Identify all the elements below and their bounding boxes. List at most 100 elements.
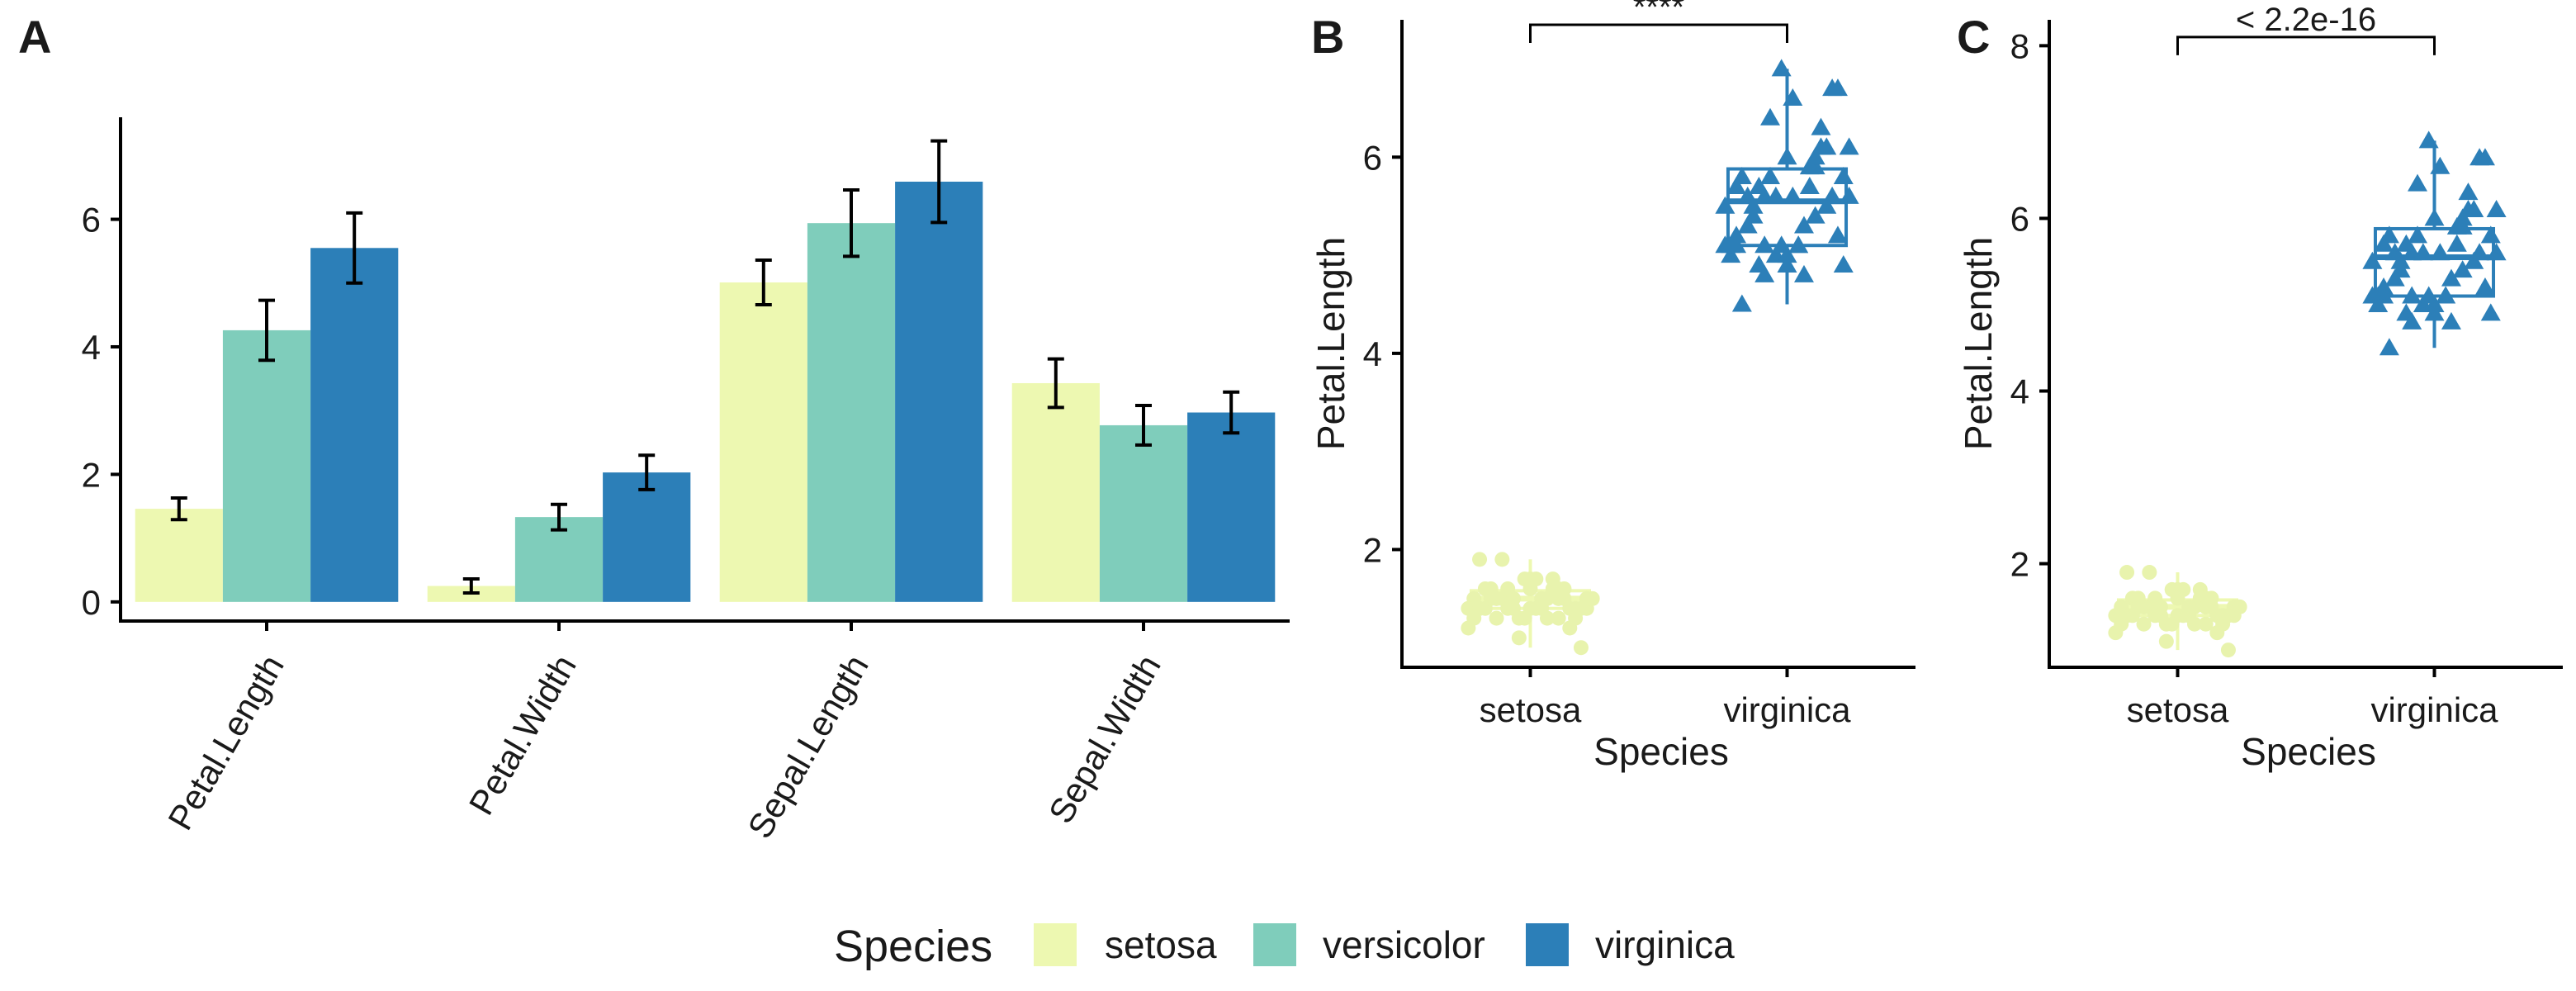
point-virginica: [2441, 268, 2461, 287]
point-virginica: [1833, 254, 1854, 273]
point-virginica: [1731, 294, 1752, 312]
point-virginica: [2474, 277, 2495, 296]
point-virginica: [1811, 117, 1831, 135]
point-virginica: [1749, 176, 1769, 194]
point-virginica: [1760, 107, 1781, 126]
point-virginica: [1805, 206, 1825, 224]
y-tick-label: 0: [82, 583, 101, 622]
point-virginica: [2464, 199, 2484, 217]
point-virginica: [1743, 206, 1764, 224]
error-bar-versicolor-Petal.Length: [258, 298, 275, 363]
x-ticks: setosa virginica: [1480, 667, 1851, 729]
point-virginica: [1783, 88, 1803, 107]
y-tick-label: 4: [82, 328, 101, 367]
y-ticks: 2 4 6: [1363, 138, 1402, 569]
error-bar-versicolor-Sepal.Width: [1135, 404, 1152, 447]
point-virginica: [2379, 338, 2399, 356]
bar-virginica-Petal.Length: [310, 248, 399, 602]
legend-label-setosa: setosa: [1105, 923, 1217, 966]
x-tick-label-Petal.Width: Petal.Width: [462, 648, 584, 821]
point-virginica: [1783, 186, 1803, 204]
point-virginica: [2446, 216, 2467, 235]
point-setosa: [1494, 552, 1510, 567]
point-virginica: [2446, 234, 2467, 252]
y-axis-title: Petal.Length: [1957, 237, 2000, 450]
error-bar-virginica-Petal.Width: [638, 453, 656, 491]
point-setosa: [2158, 633, 2174, 649]
bar-setosa-Sepal.Length: [719, 282, 807, 602]
point-virginica: [2480, 303, 2501, 321]
x-tick-label-Sepal.Length: Sepal.Length: [740, 648, 875, 845]
point-virginica: [1737, 216, 1758, 234]
point-virginica: [2384, 243, 2405, 261]
point-virginica: [1743, 196, 1764, 214]
x-tick-label-virginica: virginica: [2370, 690, 2498, 729]
bar-versicolor-Sepal.Length: [807, 223, 896, 602]
error-bar-virginica-Petal.Length: [346, 211, 363, 285]
y-tick-label: 6: [2010, 199, 2029, 238]
point-setosa: [2136, 599, 2152, 614]
significance-label: ****: [1633, 0, 1684, 26]
point-virginica: [2480, 225, 2501, 244]
point-virginica: [1765, 186, 1786, 204]
point-virginica: [2408, 225, 2428, 244]
legend-title: Species: [834, 922, 992, 971]
point-setosa: [1551, 590, 1566, 606]
bracket-line: [1529, 23, 1788, 43]
point-setosa: [1522, 581, 1538, 596]
point-setosa: [1489, 590, 1504, 606]
point-virginica: [1777, 147, 1797, 165]
significance-bracket: ****: [1529, 0, 1788, 43]
point-virginica: [1726, 176, 1747, 194]
point-virginica: [1799, 157, 1820, 175]
point-virginica: [1793, 216, 1814, 234]
bar-group: [135, 181, 1276, 602]
point-virginica: [1827, 78, 1848, 97]
point-setosa: [2136, 616, 2152, 632]
point-virginica: [2408, 173, 2428, 192]
point-virginica: [2418, 130, 2439, 149]
point-virginica: [1715, 196, 1735, 214]
point-setosa: [2186, 616, 2202, 632]
legend-swatch-versicolor: [1253, 923, 1296, 966]
point-setosa: [1551, 610, 1566, 626]
bar-versicolor-Sepal.Width: [1099, 424, 1188, 602]
point-virginica: [2430, 243, 2451, 261]
x-tick-label-virginica: virginica: [1723, 690, 1851, 729]
point-virginica: [1822, 186, 1843, 204]
y-tick-label: 8: [2010, 26, 2029, 65]
y-tick-label: 4: [1363, 334, 1382, 373]
point-virginica: [1799, 176, 1820, 194]
x-axis-title: Species: [1593, 730, 1729, 773]
point-virginica: [1777, 245, 1797, 263]
point-virginica: [1816, 196, 1837, 214]
point-virginica: [2441, 311, 2461, 330]
point-virginica: [2390, 260, 2411, 278]
significance-label: < 2.2e-16: [2236, 2, 2376, 38]
point-setosa: [2220, 642, 2236, 658]
error-bar-setosa-Sepal.Width: [1047, 357, 1064, 410]
point-setosa: [1539, 610, 1555, 626]
y-tick-label: 6: [82, 201, 101, 239]
point-setosa: [2119, 608, 2135, 624]
point-setosa: [1472, 552, 1488, 567]
y-tick-label: 2: [82, 455, 101, 494]
point-virginica: [2424, 294, 2445, 312]
point-virginica: [2452, 260, 2473, 278]
error-bar-setosa-Petal.Width: [462, 577, 480, 595]
point-setosa: [1573, 640, 1589, 656]
point-virginica: [1816, 137, 1837, 155]
significance-bracket: < 2.2e-16: [2176, 2, 2436, 55]
y-ticks: 2 4 6 8: [2010, 26, 2049, 584]
error-bar-versicolor-Petal.Width: [551, 502, 567, 532]
point-virginica: [2402, 286, 2422, 304]
point-virginica: [1833, 167, 1854, 185]
point-setosa: [2119, 565, 2135, 581]
point-virginica: [2402, 311, 2422, 330]
panel-b-label: B: [1311, 11, 1344, 63]
point-virginica: [1793, 264, 1814, 282]
y-axis-title: Petal.Length: [1309, 237, 1352, 450]
point-virginica: [2469, 243, 2490, 261]
point-setosa: [1489, 610, 1504, 626]
